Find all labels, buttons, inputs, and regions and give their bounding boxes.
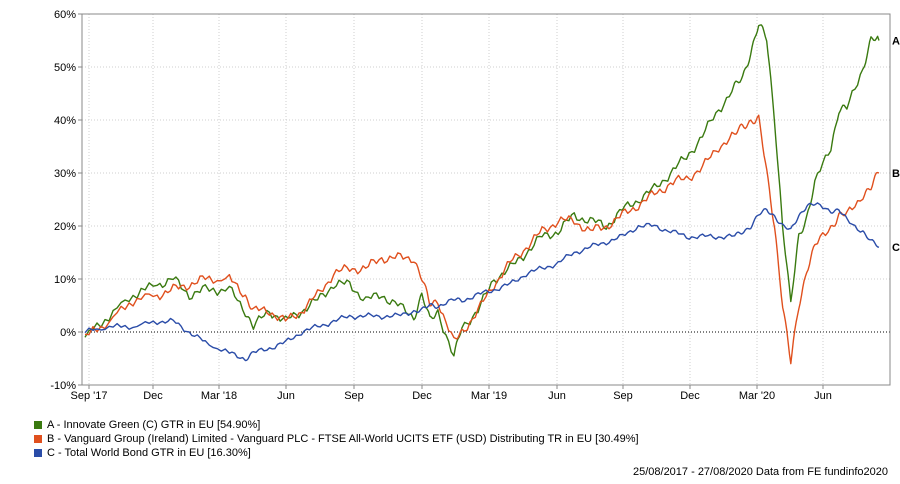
x-axis-ticks: Sep '17 Dec Mar '18 Jun Sep Dec Mar '19 Jun Sep D…: [71, 385, 832, 402]
x-tick-label: Sep: [613, 390, 633, 402]
x-tick-label: Sep: [344, 390, 364, 402]
series-line-b: [84, 114, 880, 365]
x-tick-label: Jun: [548, 390, 566, 402]
legend-swatch-a: [34, 421, 42, 429]
y-axis-ticks: -10% 0% 10% 20% 30% 40% 50% 60%: [50, 9, 82, 392]
x-tick-label: Mar '19: [471, 390, 507, 402]
x-tick-label: Dec: [412, 390, 432, 402]
legend-label-c: C - Total World Bond GTR in EU [16.30%]: [47, 447, 251, 459]
y-tick-label: 50%: [54, 62, 76, 74]
legend-swatch-b: [34, 435, 42, 443]
y-tick-label: 60%: [54, 9, 76, 21]
line-chart: -10% 0% 10% 20% 30% 40% 50% 60% Sep '17 Dec Mar '…: [50, 9, 900, 402]
y-tick-label: 40%: [54, 115, 76, 127]
chart-footer: 25/08/2017 - 27/08/2020 Data from FE fun…: [632, 466, 888, 478]
series-end-labels: A B C: [892, 36, 900, 255]
x-tick-label: Dec: [680, 390, 700, 402]
chart-series: [84, 24, 880, 365]
legend-item-a: A - Innovate Green (C) GTR in EU [54.90%…: [34, 418, 639, 432]
x-tick-label: Mar '18: [201, 390, 237, 402]
legend-label-a: A - Innovate Green (C) GTR in EU [54.90%…: [47, 419, 261, 431]
y-tick-label: -10%: [50, 380, 76, 392]
series-line-c: [84, 202, 880, 362]
x-tick-label: Jun: [814, 390, 832, 402]
legend-item-c: C - Total World Bond GTR in EU [16.30%]: [34, 446, 639, 460]
chart-grid: [82, 13, 890, 386]
series-end-label-a: A: [892, 36, 900, 48]
plot-frame: [81, 13, 891, 386]
y-tick-label: 20%: [54, 221, 76, 233]
series-end-label-b: B: [892, 168, 900, 180]
y-tick-label: 10%: [54, 274, 76, 286]
y-tick-label: 30%: [54, 168, 76, 180]
legend-label-b: B - Vanguard Group (Ireland) Limited - V…: [47, 433, 639, 445]
legend-item-b: B - Vanguard Group (Ireland) Limited - V…: [34, 432, 639, 446]
series-end-label-c: C: [892, 242, 900, 254]
legend-swatch-c: [34, 449, 42, 457]
series-line-a: [84, 24, 880, 357]
x-tick-label: Jun: [277, 390, 295, 402]
x-tick-label: Mar '20: [739, 390, 775, 402]
x-tick-label: Dec: [143, 390, 163, 402]
y-tick-label: 0%: [60, 327, 76, 339]
x-tick-label: Sep '17: [71, 390, 108, 402]
chart-legend: A - Innovate Green (C) GTR in EU [54.90%…: [34, 418, 639, 460]
